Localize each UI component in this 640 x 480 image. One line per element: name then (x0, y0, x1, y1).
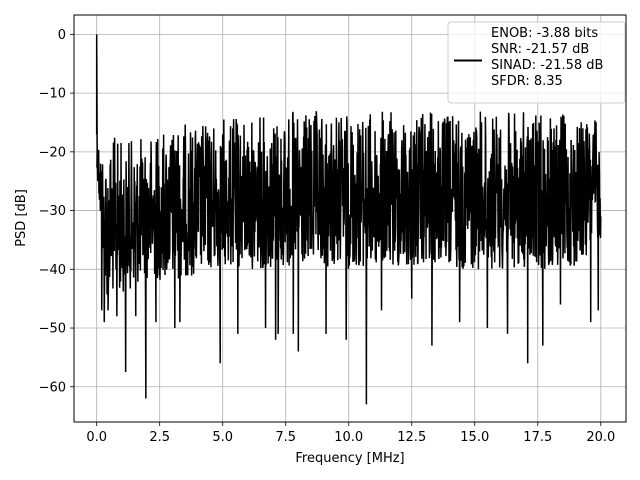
x-tick-label: 12.5 (397, 430, 426, 445)
y-tick-label: −40 (39, 263, 66, 278)
y-tick-label: −20 (39, 145, 66, 160)
x-tick-label: 2.5 (149, 430, 170, 445)
y-tick-label: −10 (39, 87, 66, 102)
y-tick-label: 0 (58, 28, 66, 43)
x-tick-label: 17.5 (523, 430, 552, 445)
x-tick-label: 20.0 (586, 430, 615, 445)
x-tick-label: 7.5 (275, 430, 296, 445)
legend-label-line: SNR: -21.57 dB (491, 42, 589, 57)
y-axis-title: PSD [dB] (14, 189, 29, 247)
x-tick-label: 5.0 (212, 430, 233, 445)
legend-label-line: ENOB: -3.88 bits (491, 26, 598, 41)
y-tick-label: −50 (39, 322, 66, 337)
legend-box (447, 21, 626, 104)
y-axis: 0 −10 −20 −30 −40 −50 −60 (39, 28, 74, 395)
x-tick-label: 15.0 (460, 430, 489, 445)
plot-area (95, 34, 602, 405)
x-axis: 0.0 2.5 5.0 7.5 10.0 12.5 15.0 17.5 20.0 (86, 422, 615, 445)
x-axis-title: Frequency [MHz] (295, 451, 404, 466)
legend: ENOB: -3.88 bits SNR: -21.57 dB SINAD: -21… (447, 21, 626, 104)
legend-label-line: SINAD: -21.58 dB (491, 58, 603, 73)
legend-label-line: SFDR: 8.35 (491, 74, 563, 89)
y-tick-label: −30 (39, 204, 66, 219)
series-group (95, 34, 602, 405)
x-tick-label: 0.0 (86, 430, 107, 445)
plot-frame (73, 14, 627, 423)
legend-label: ENOB: -3.88 bits SNR: -21.57 dB SINAD: -21… (491, 26, 603, 89)
x-tick-label: 10.0 (334, 430, 363, 445)
y-tick-label: −60 (39, 380, 66, 395)
series-line (95, 34, 602, 405)
